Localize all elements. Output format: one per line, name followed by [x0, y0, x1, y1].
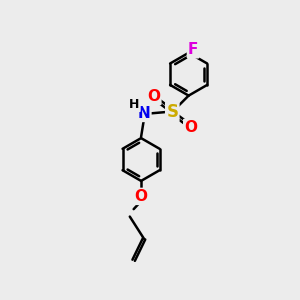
Text: O: O	[135, 189, 148, 204]
Text: O: O	[147, 89, 161, 104]
Text: F: F	[188, 42, 198, 57]
Text: H: H	[129, 98, 140, 111]
Text: O: O	[184, 120, 197, 135]
Text: S: S	[166, 103, 178, 121]
Text: N: N	[138, 106, 150, 121]
